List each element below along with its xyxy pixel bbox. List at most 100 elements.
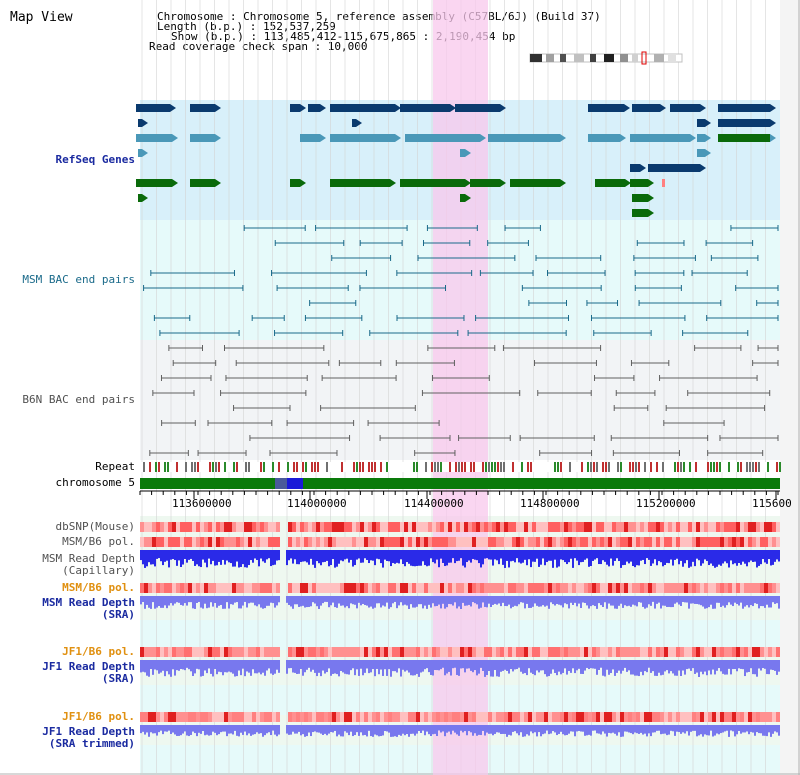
jf1-b6-pol-heat-cell — [288, 647, 292, 657]
repeat-element — [581, 462, 583, 472]
jf1-depth-sra-bar — [326, 660, 328, 673]
msm-depth-capillary-bar — [696, 550, 698, 559]
jf1-depth-trimmed-bar — [720, 725, 722, 734]
msm-b6-pol-heat-cell — [636, 537, 640, 547]
msm-b6-pol-sra-heat-cell — [628, 583, 632, 593]
repeat-element — [608, 462, 610, 472]
msm-depth-sra-bar — [774, 596, 776, 604]
jf1-b6-pol-trimmed-heat-cell — [612, 712, 616, 722]
msm-b6-pol-sra-heat-cell — [288, 583, 292, 593]
msm-b6-pol-sra-heat-cell — [196, 583, 200, 593]
repeat-element — [737, 462, 739, 472]
jf1-b6-pol-trimmed-heat-cell — [704, 712, 708, 722]
jf1-b6-pol-trimmed-heat-cell — [364, 712, 368, 722]
jf1-b6-pol-heat-cell — [420, 647, 424, 657]
msm-b6-pol-sra-heat-cell — [248, 583, 252, 593]
msm-b6-pol-heat-cell — [452, 537, 456, 547]
jf1-b6-pol-heat-cell — [484, 647, 488, 657]
msm-b6-pol-heat-cell — [596, 537, 600, 547]
msm-depth-sra-bar — [778, 596, 780, 609]
dbsnp-heat-cell — [324, 522, 328, 532]
msm-b6-pol-sra-heat-cell — [380, 583, 384, 593]
jf1-b6-pol-trimmed-heat-cell — [696, 712, 700, 722]
jf1-b6-pol-heat-cell — [672, 647, 676, 657]
msm-depth-capillary-bar — [396, 550, 398, 563]
jf1-depth-trimmed-bar — [214, 725, 216, 733]
jf1-b6-pol-trimmed-heat-cell — [348, 712, 352, 722]
jf1-depth-trimmed-bar — [218, 725, 220, 735]
jf1-depth-sra-bar — [732, 660, 734, 670]
jf1-depth-sra-bar — [668, 660, 670, 674]
jf1-depth-sra-bar — [338, 660, 340, 677]
jf1-depth-sra-bar — [324, 660, 326, 674]
msm-depth-capillary-bar — [754, 550, 756, 562]
jf1-depth-trimmed-bar — [338, 725, 340, 735]
msm-depth-sra-bar — [658, 596, 660, 603]
msm-read-depth-capillary-sub-label: (Capillary) — [62, 564, 135, 577]
msm-depth-capillary-bar — [468, 550, 470, 561]
msm-depth-capillary-bar — [540, 550, 542, 565]
msm-depth-sra-bar — [572, 596, 574, 605]
dbsnp-heat-cell — [548, 522, 552, 532]
jf1-b6-pol-heat-cell — [240, 647, 244, 657]
msm-b6-pol-heat-cell — [676, 537, 680, 547]
jf1-depth-trimmed-bar — [396, 725, 398, 737]
jf1-depth-sra-bar — [498, 660, 500, 677]
dbsnp-heat-cell — [328, 522, 332, 532]
jf1-b6-pol-trimmed-heat-cell — [716, 712, 720, 722]
msm-b6-pol-heat-cell — [564, 537, 568, 547]
jf1-depth-trimmed-bar — [340, 725, 342, 737]
msm-b6-pol-sra-heat-cell — [708, 583, 712, 593]
jf1-depth-sra-bar — [766, 660, 768, 675]
jf1-depth-trimmed-bar — [398, 725, 400, 735]
jf1-b6-pol-trimmed-heat-cell — [556, 712, 560, 722]
jf1-b6-pol-trimmed-heat-cell — [232, 712, 236, 722]
msm-depth-capillary-bar — [742, 550, 744, 562]
msm-depth-sra-bar — [670, 596, 672, 608]
jf1-depth-trimmed-bar — [738, 725, 740, 731]
msm-depth-sra-bar — [238, 596, 240, 609]
msm-b6-pol-heat-cell — [600, 537, 604, 547]
dbsnp-heat-cell — [756, 522, 760, 532]
msm-b6-pol-heat-cell — [660, 537, 664, 547]
jf1-depth-trimmed-bar — [460, 725, 462, 731]
jf1-depth-sra-bar — [170, 660, 172, 677]
gene-strand-arrow — [390, 179, 396, 187]
msm-depth-capillary-bar — [188, 550, 190, 560]
dbsnp-heat-cell — [540, 522, 544, 532]
jf1-depth-sra-bar — [418, 660, 420, 677]
msm-b6-pol-sra-heat-cell — [764, 583, 768, 593]
msm-depth-sra-bar — [270, 596, 272, 603]
jf1-depth-trimmed-bar — [178, 725, 180, 736]
repeat-element — [707, 462, 709, 472]
jf1-b6-pol-heat-cell — [604, 647, 608, 657]
jf1-b6-pol-trimmed-heat-cell — [352, 712, 356, 722]
msm-depth-sra-bar — [486, 596, 488, 608]
jf1-depth-sra-bar — [194, 660, 196, 674]
msm-depth-sra-bar — [236, 596, 238, 603]
jf1-depth-sra-bar — [526, 660, 528, 676]
jf1-depth-trimmed-bar — [536, 725, 538, 737]
msm-depth-sra-bar — [182, 596, 184, 606]
jf1-b6-pol-trimmed-heat-cell — [720, 712, 724, 722]
jf1-depth-trimmed-bar — [626, 725, 628, 732]
msm-depth-capillary-bar — [420, 550, 422, 566]
jf1-b6-pol-heat-cell — [296, 647, 300, 657]
msm-depth-sra-bar — [776, 596, 778, 604]
msm-depth-capillary-bar — [770, 550, 772, 566]
msm-b6-pol-heat-cell — [540, 537, 544, 547]
jf1-depth-trimmed-bar — [444, 725, 446, 737]
repeat-element — [644, 462, 646, 472]
msm-depth-sra-bar — [250, 596, 252, 603]
jf1-depth-sra-bar — [638, 660, 640, 677]
msm-depth-sra-bar — [180, 596, 182, 605]
msm-depth-capillary-bar — [486, 550, 488, 559]
msm-b6-pol-heat-cell — [520, 537, 524, 547]
jf1-depth-sra-bar — [220, 660, 222, 673]
jf1-depth-trimmed-bar — [578, 725, 580, 731]
msm-b6-pol-heat-cell — [232, 537, 236, 547]
jf1-depth-trimmed-bar — [458, 725, 460, 736]
dbsnp-heat-cell — [356, 522, 360, 532]
msm-b6-pol-heat-cell — [332, 537, 336, 547]
